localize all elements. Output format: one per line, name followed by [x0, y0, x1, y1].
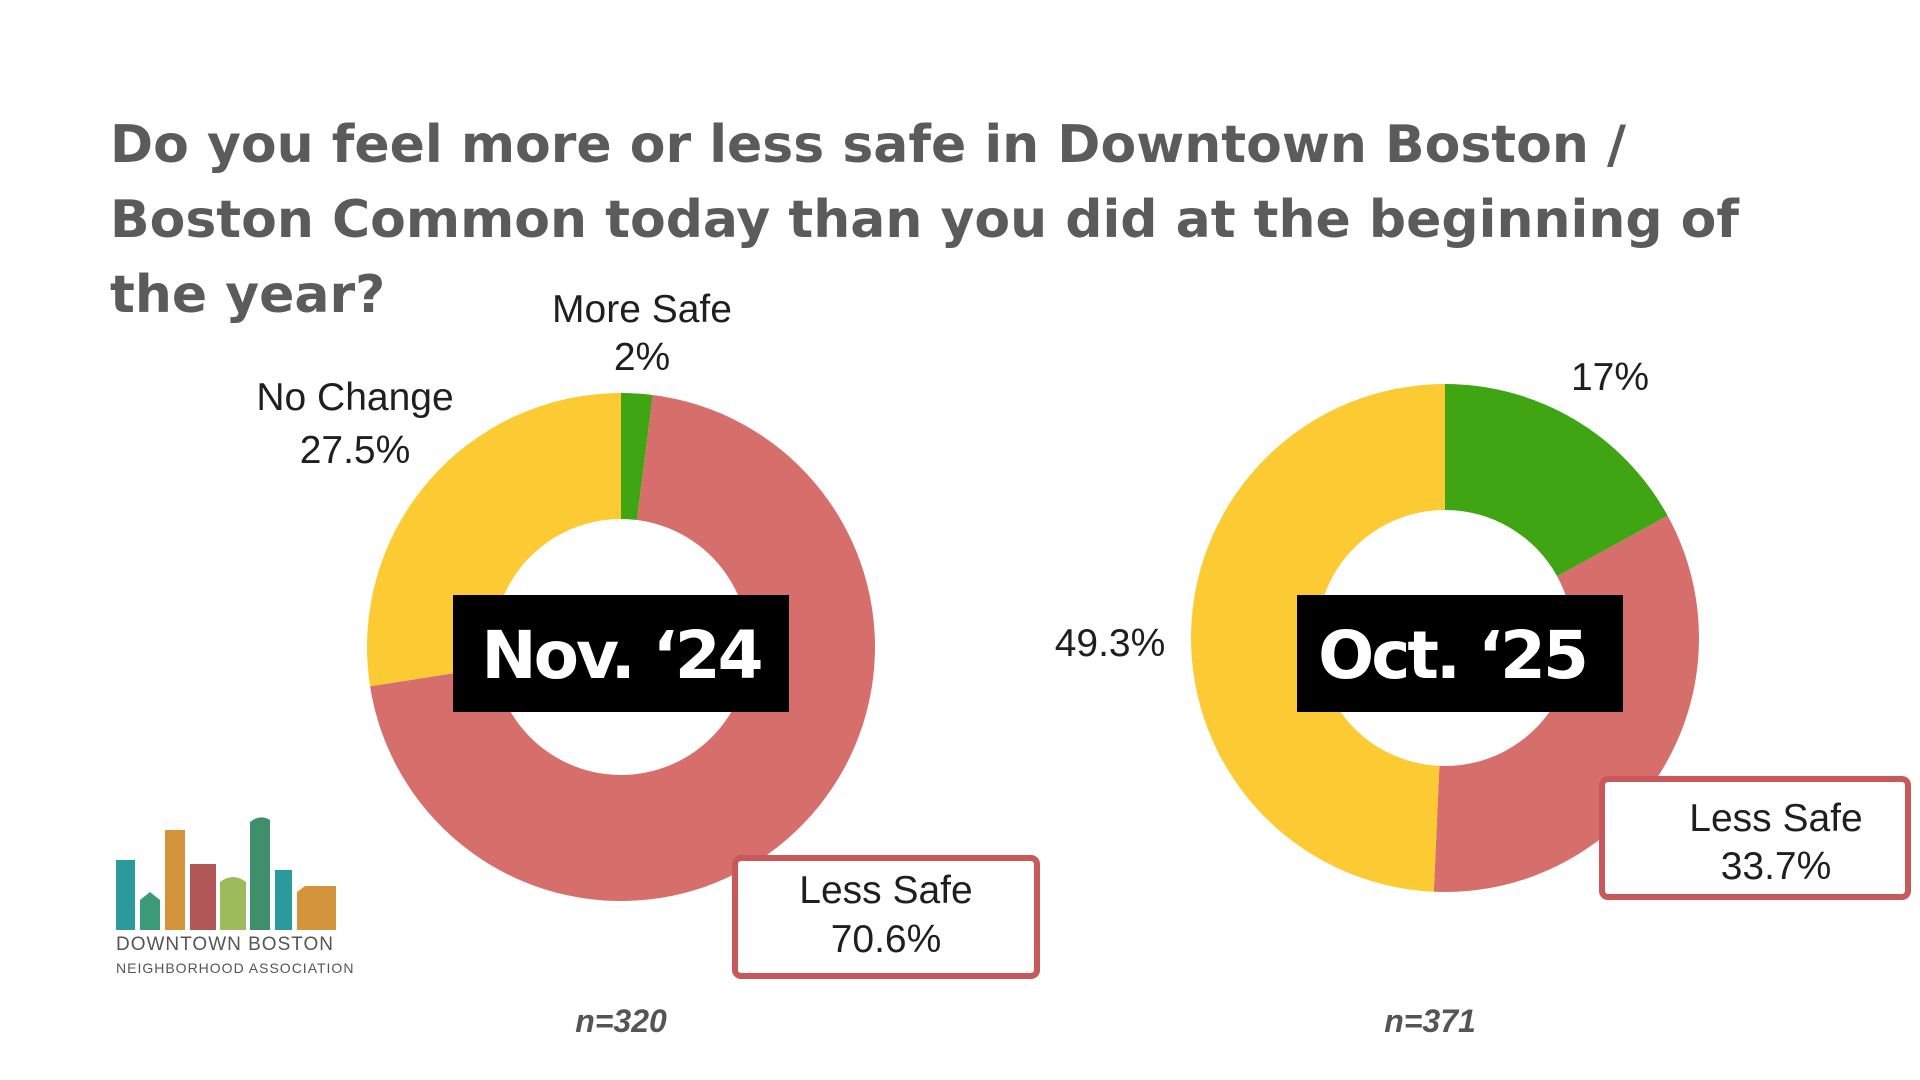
donut-chart-nov-24	[367, 393, 875, 901]
slice-label-no-change-value: 27.5%	[300, 429, 411, 472]
donut-slice-slice-0	[1445, 384, 1668, 577]
center-label-oct: Oct. ‘25	[1318, 617, 1586, 694]
slice-label-no-change-name: No Change	[256, 376, 453, 419]
donut-slice-no-change	[367, 393, 621, 687]
logo-line-2: NEIGHBORHOOD ASSOCIATION	[116, 960, 355, 976]
slice-label-less-safe-name: Less Safe	[799, 869, 972, 912]
center-label-nov: Nov. ‘24	[481, 617, 760, 694]
skyline-logo-icon	[116, 817, 336, 930]
donut-slice-slice-2	[1190, 384, 1445, 892]
donut-slice-less-safe	[370, 394, 875, 901]
slice-label-more-safe-value: 2%	[614, 336, 670, 379]
center-label-box-oct	[1297, 595, 1623, 712]
slice-label-less-safe-name-oct: Less Safe	[1689, 797, 1862, 840]
sample-size-nov: n=320	[575, 1003, 667, 1039]
slice-label-green-value: 17%	[1571, 356, 1649, 399]
sample-size-oct: n=371	[1384, 1003, 1476, 1039]
dbna-logo: DOWNTOWN BOSTON NEIGHBORHOOD ASSOCIATION	[112, 800, 362, 980]
callout-box-less-safe-nov	[732, 855, 1040, 979]
callout-box-less-safe-oct	[1599, 776, 1911, 900]
slice-label-yellow-value: 49.3%	[1055, 622, 1166, 665]
donut-slice-more-safe	[621, 393, 653, 521]
chart-title: Do you feel more or less safe in Downtow…	[110, 115, 1740, 325]
logo-line-1: DOWNTOWN BOSTON	[116, 934, 335, 955]
slice-label-less-safe-value-oct: 33.7%	[1721, 845, 1832, 888]
slice-label-less-safe-value: 70.6%	[831, 918, 942, 961]
slice-label-more-safe-name: More Safe	[552, 288, 732, 331]
center-label-box-nov	[453, 595, 789, 712]
